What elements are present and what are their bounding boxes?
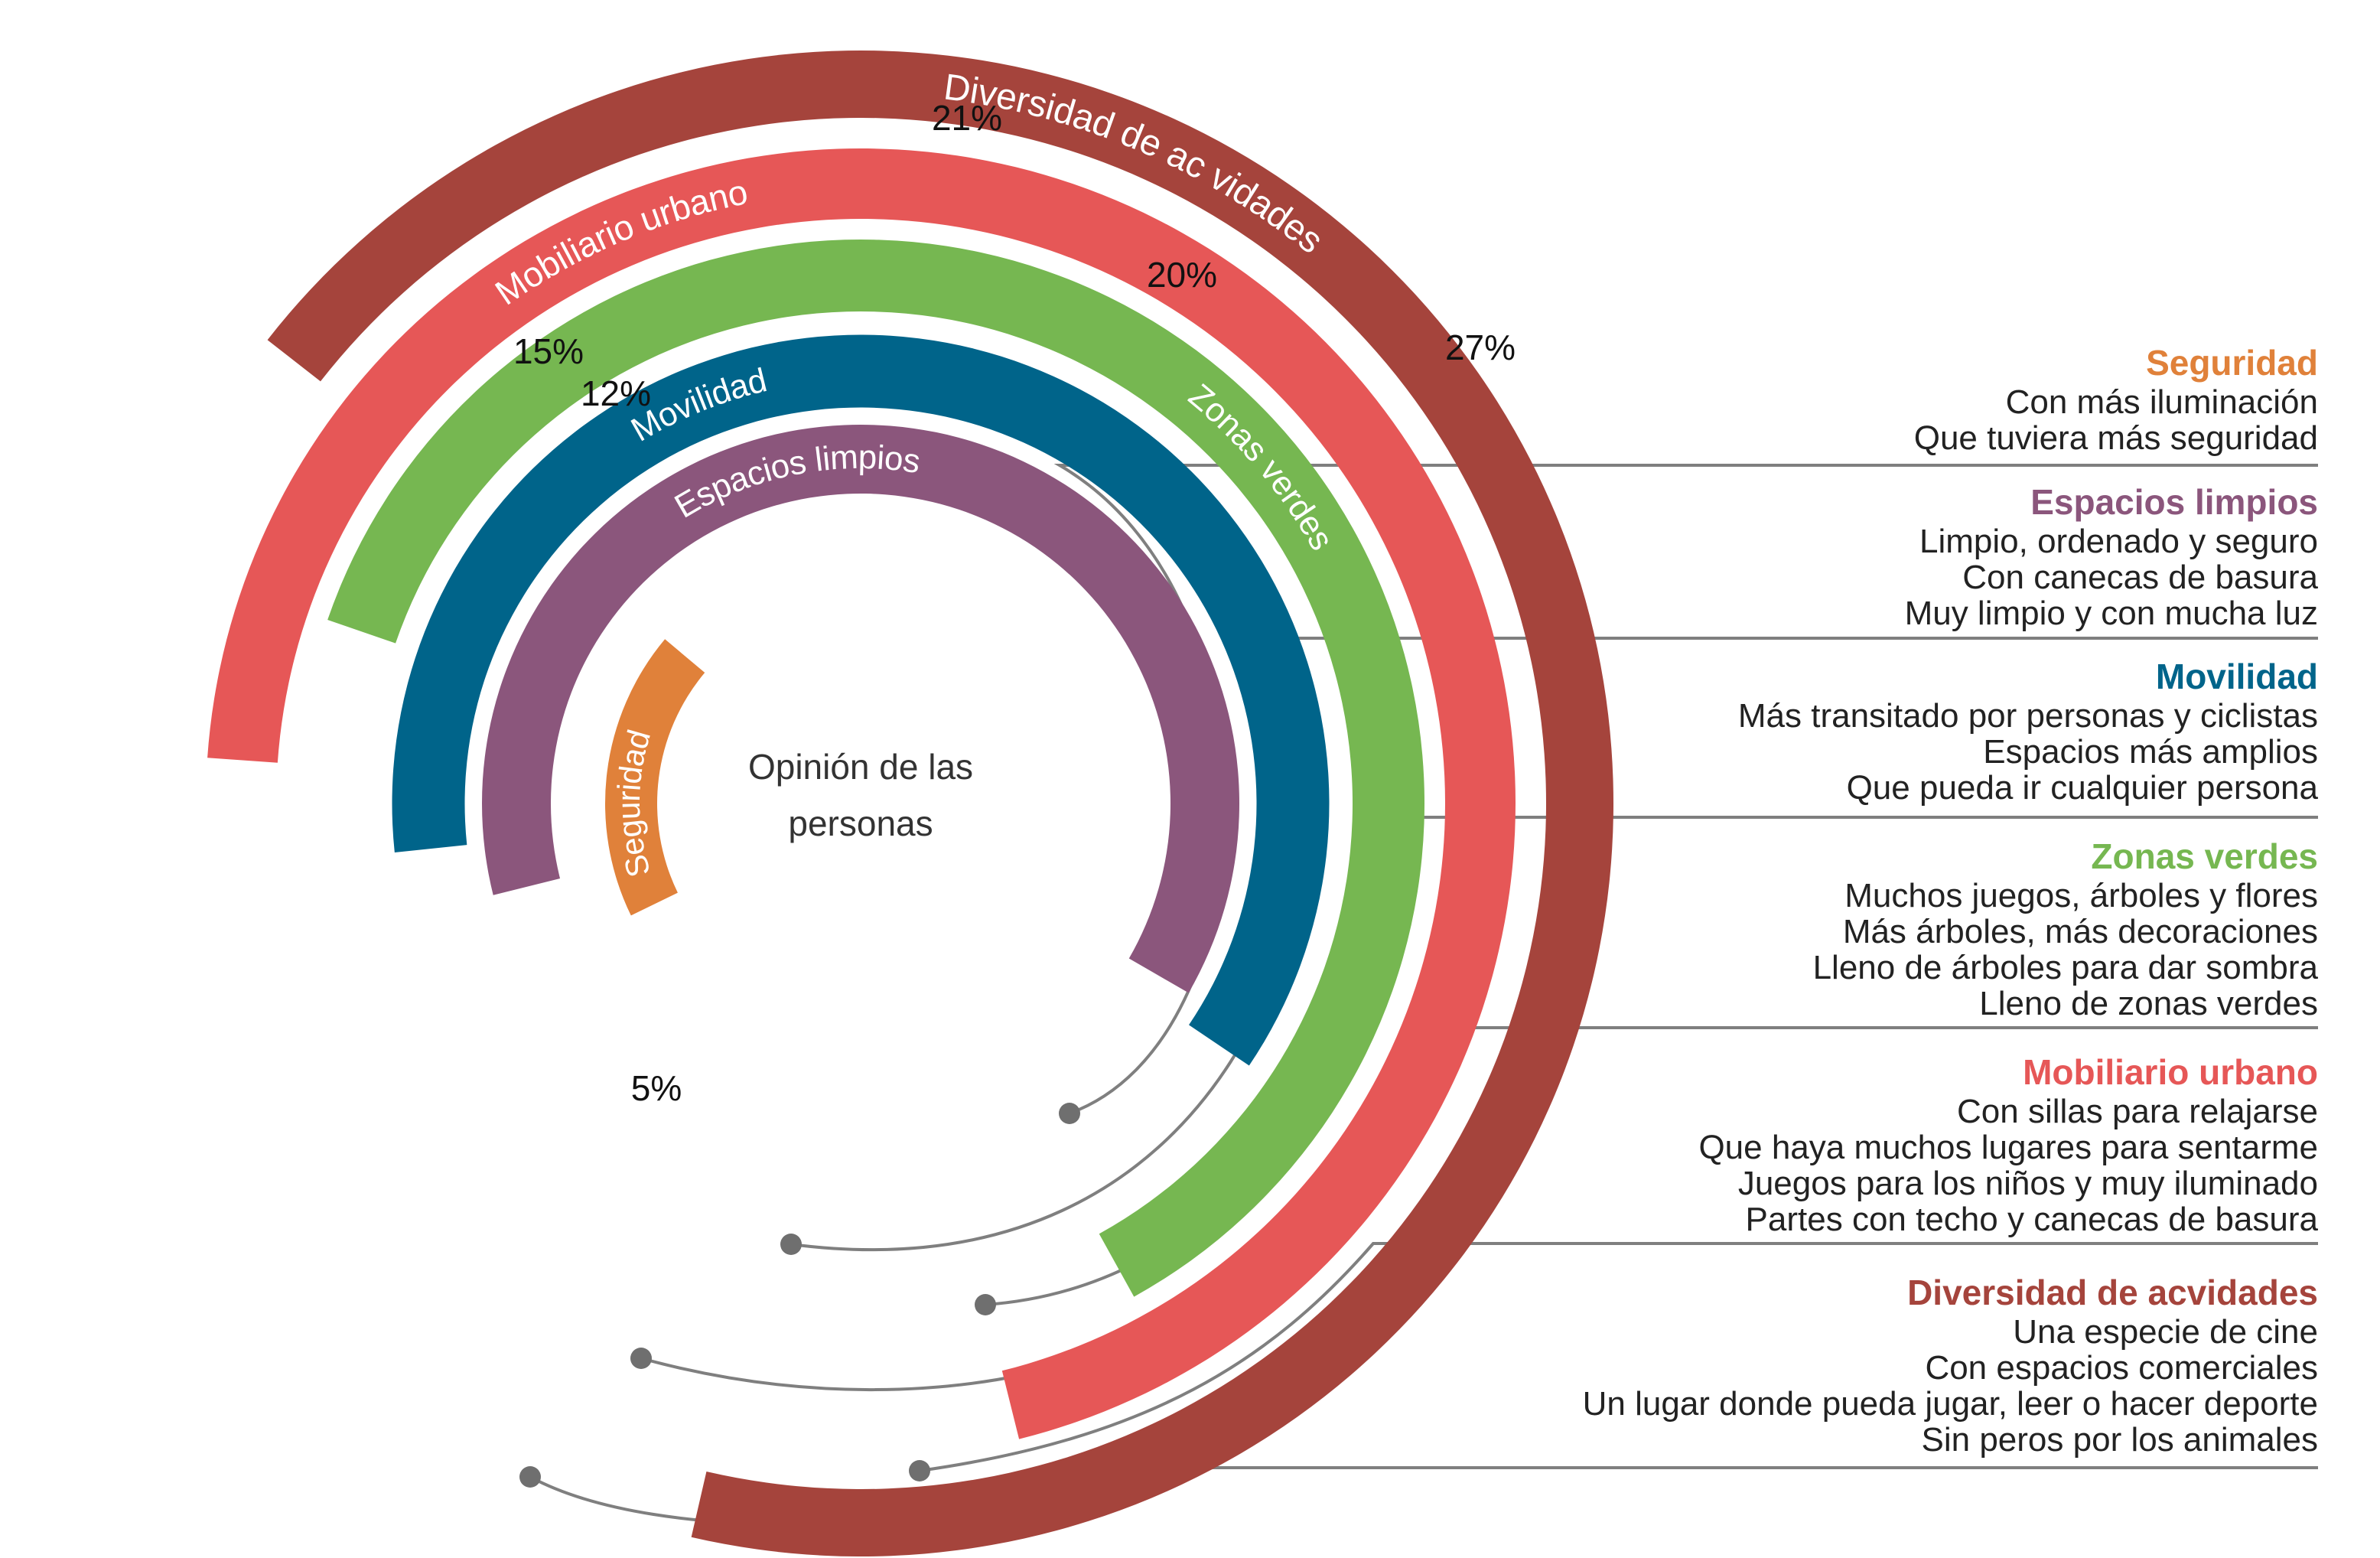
legend-comment-mobiliario: Juegos para los niños y muy iluminado xyxy=(1738,1165,2318,1202)
chart-title-line-2: personas xyxy=(788,803,933,843)
legend-comment-zonas: Lleno de árboles para dar sombra xyxy=(1813,949,2319,986)
legend-title-seguridad: Seguridad xyxy=(2146,343,2318,383)
arc-seguridad xyxy=(605,639,705,916)
legend-title-espacios: Espacios limpios xyxy=(2030,482,2318,522)
legend-title-movilidad: Movilidad xyxy=(2156,657,2318,696)
legend-comment-mobiliario: Que haya muchos lugares para sentarme xyxy=(1698,1129,2318,1166)
value-label-zonas: 20% xyxy=(1147,255,1217,295)
value-label-espacios: 12% xyxy=(581,373,651,413)
legend-comment-mobiliario: Partes con techo y canecas de basura xyxy=(1746,1201,2319,1238)
legend-title-diversidad: Diversidad de acvidades xyxy=(1907,1273,2318,1312)
legend-comment-diversidad: Un lugar donde pueda jugar, leer o hacer… xyxy=(1583,1385,2318,1423)
leader-dot-diversidad xyxy=(519,1466,541,1488)
legend-comment-seguridad: Que tuviera más seguridad xyxy=(1914,419,2318,457)
legend-comment-movilidad: Que pueda ir cualquier persona xyxy=(1847,769,2319,807)
value-label-diversidad: 27% xyxy=(1445,328,1516,367)
value-label-movilidad: 15% xyxy=(513,331,584,371)
value-labels: 5% 12%15% 20% 21% 27% xyxy=(513,98,1516,1108)
legend-comment-mobiliario: Con sillas para relajarse xyxy=(1957,1093,2318,1130)
legend-comment-espacios: Limpio, ordenado y seguro xyxy=(1919,523,2318,560)
legend-comment-zonas: Muchos juegos, árboles y flores xyxy=(1844,877,2318,914)
leader-dot-espacios xyxy=(780,1234,802,1255)
chart-arcs xyxy=(207,50,1614,1557)
arc-movilidad xyxy=(392,334,1330,1066)
value-label-seguridad: 5% xyxy=(631,1068,682,1108)
chart-title-line-1: Opinión de las xyxy=(748,747,973,787)
legend-comment-zonas: Más árboles, más decoraciones xyxy=(1843,913,2318,950)
legend-comment-diversidad: Una especie de cine xyxy=(2013,1313,2318,1351)
legend-comment-movilidad: Espacios más amplios xyxy=(1983,733,2318,771)
legend-comment-diversidad: Sin peros por los animales xyxy=(1922,1421,2318,1459)
legend-title-mobiliario: Mobiliario urbano xyxy=(2023,1052,2318,1092)
legend-comment-seguridad: Con más iluminación xyxy=(2006,383,2318,421)
leader-dot-seguridad xyxy=(1059,1103,1080,1124)
legend-comment-zonas: Lleno de zonas verdes xyxy=(1979,985,2318,1022)
legend-comment-movilidad: Más transitado por personas y ciclistas xyxy=(1738,697,2318,735)
legend-comment-espacios: Muy limpio y con mucha luz xyxy=(1905,595,2318,632)
legend-comment-diversidad: Con espacios comerciales xyxy=(1925,1349,2318,1387)
leader-dot-mobiliario xyxy=(909,1460,930,1481)
leader-dot-movilidad xyxy=(975,1294,996,1315)
value-label-mobiliario: 21% xyxy=(932,98,1002,138)
leader-line-mobiliario xyxy=(919,1242,2318,1472)
arc-espacios xyxy=(482,425,1240,993)
legend-comment-espacios: Con canecas de basura xyxy=(1962,559,2318,596)
legend-title-zonas: Zonas verdes xyxy=(2091,836,2318,876)
leader-dot-zonas xyxy=(630,1348,652,1369)
